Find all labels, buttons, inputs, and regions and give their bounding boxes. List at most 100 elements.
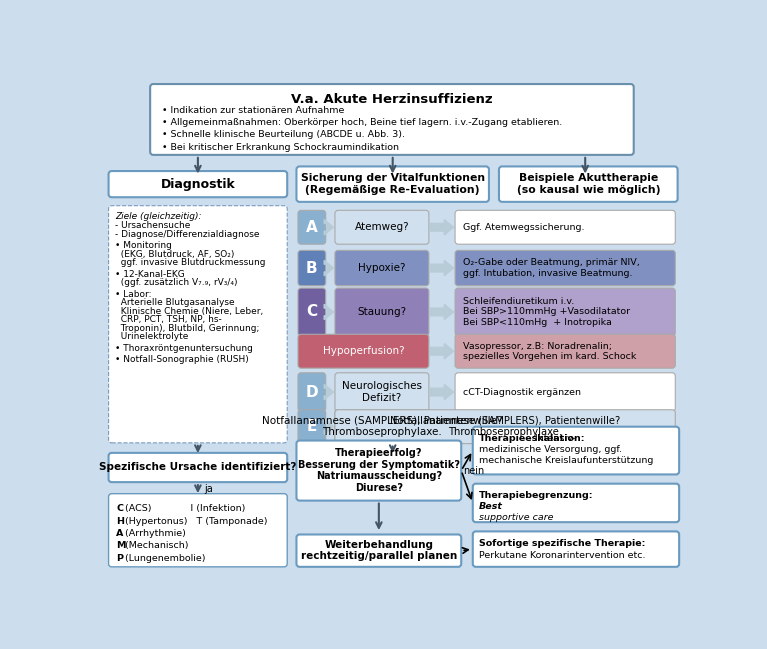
Text: nein: nein <box>463 465 484 476</box>
Text: - Ursachensuche: - Ursachensuche <box>115 221 190 230</box>
Text: Notfallanamnese (SAMPLERS), Patientenwille?
Thromboseprophylaxe.: Notfallanamnese (SAMPLERS), Patientenwil… <box>390 416 621 437</box>
Text: Neurologisches
Defizit?: Neurologisches Defizit? <box>342 381 422 403</box>
Text: • Allgemeinmaßnahmen: Oberkörper hoch, Beine tief lagern. i.v.-Zugang etablieren: • Allgemeinmaßnahmen: Oberkörper hoch, B… <box>163 118 563 127</box>
Text: • Thoraxröntgenuntersuchung: • Thoraxröntgenuntersuchung <box>115 343 252 352</box>
Text: Troponin), Blutbild, Gerinnung;: Troponin), Blutbild, Gerinnung; <box>115 323 259 332</box>
Text: A: A <box>117 529 123 538</box>
FancyBboxPatch shape <box>335 251 429 286</box>
FancyBboxPatch shape <box>109 171 287 197</box>
Text: Sofortige spezifische Therapie:: Sofortige spezifische Therapie: <box>479 539 645 548</box>
Polygon shape <box>430 260 453 276</box>
Text: • Labor:: • Labor: <box>115 289 151 299</box>
Text: Notfallanamnese (SAMPLERS), Patientenwille?
Thromboseprophylaxe.: Notfallanamnese (SAMPLERS), Patientenwil… <box>262 416 502 437</box>
Text: (ACS)             I (Infektion): (ACS) I (Infektion) <box>122 504 245 513</box>
FancyBboxPatch shape <box>298 410 326 444</box>
Text: Hypoxie?: Hypoxie? <box>358 263 406 273</box>
Text: Atemweg?: Atemweg? <box>354 222 410 232</box>
FancyBboxPatch shape <box>455 373 675 411</box>
Text: Spezifische Ursache identifiziert?: Spezifische Ursache identifiziert? <box>99 463 297 472</box>
FancyBboxPatch shape <box>335 288 429 336</box>
FancyBboxPatch shape <box>298 373 326 411</box>
FancyBboxPatch shape <box>298 288 326 336</box>
FancyBboxPatch shape <box>298 210 326 244</box>
Text: • Bei kritischer Erkrankung Schockraumindikation: • Bei kritischer Erkrankung Schockraumin… <box>163 143 400 152</box>
FancyBboxPatch shape <box>297 166 489 202</box>
FancyBboxPatch shape <box>109 206 287 443</box>
FancyBboxPatch shape <box>298 251 326 286</box>
Text: D: D <box>305 385 318 400</box>
Text: Therapieeskalation:: Therapieeskalation: <box>479 434 585 443</box>
Polygon shape <box>324 219 334 235</box>
FancyBboxPatch shape <box>335 210 429 244</box>
Text: Ziele (gleichzeitig):: Ziele (gleichzeitig): <box>115 212 201 221</box>
Polygon shape <box>430 384 453 400</box>
Text: Best: Best <box>479 502 503 511</box>
Polygon shape <box>324 304 334 320</box>
Text: E: E <box>307 419 317 434</box>
FancyBboxPatch shape <box>335 410 429 444</box>
Text: Vasopressor, z.B: Noradrenalin;
spezielles Vorgehen im kard. Schock: Vasopressor, z.B: Noradrenalin; speziell… <box>463 341 636 361</box>
FancyBboxPatch shape <box>335 373 429 411</box>
FancyBboxPatch shape <box>150 84 634 155</box>
Text: Weiterbehandlung
rechtzeitig/parallel planen: Weiterbehandlung rechtzeitig/parallel pl… <box>301 540 457 561</box>
Polygon shape <box>430 343 453 359</box>
Text: medizinische Versorgung, ggf.: medizinische Versorgung, ggf. <box>479 445 622 454</box>
Text: Diagnostik: Diagnostik <box>160 178 235 191</box>
Polygon shape <box>324 419 334 434</box>
FancyBboxPatch shape <box>297 535 461 567</box>
Text: Ggf. Atemwegssicherung.: Ggf. Atemwegssicherung. <box>463 223 584 232</box>
Text: • Notfall-Sonographie (RUSH): • Notfall-Sonographie (RUSH) <box>115 355 249 364</box>
Text: • 12-Kanal-EKG: • 12-Kanal-EKG <box>115 269 185 278</box>
Polygon shape <box>324 260 334 276</box>
FancyBboxPatch shape <box>298 334 429 368</box>
FancyBboxPatch shape <box>455 334 675 368</box>
FancyBboxPatch shape <box>472 484 679 522</box>
Text: Beispiele Akuttherapie
(so kausal wie möglich): Beispiele Akuttherapie (so kausal wie mö… <box>516 173 660 195</box>
Text: C: C <box>117 504 123 513</box>
FancyBboxPatch shape <box>455 251 675 286</box>
FancyBboxPatch shape <box>455 288 675 336</box>
Text: supportive care: supportive care <box>479 513 554 522</box>
Text: A: A <box>306 220 318 235</box>
Text: Sicherung der Vitalfunktionen
(Regemäßige Re-Evaluation): Sicherung der Vitalfunktionen (Regemäßig… <box>301 173 485 195</box>
FancyBboxPatch shape <box>472 426 679 474</box>
FancyBboxPatch shape <box>335 410 675 444</box>
Text: mechanische Kreislaufunterstützung: mechanische Kreislaufunterstützung <box>479 456 653 465</box>
Text: C: C <box>306 304 318 319</box>
Text: Therapieerfolg?
Besserung der Symptomatik?
Natriumausscheidung?
Diurese?: Therapieerfolg? Besserung der Symptomati… <box>298 448 460 493</box>
Text: (ggf. zusätzlich V₇.₉, rV₃/₄): (ggf. zusätzlich V₇.₉, rV₃/₄) <box>115 278 237 287</box>
Text: (Mechanisch): (Mechanisch) <box>122 541 188 550</box>
Text: (Arrhythmie): (Arrhythmie) <box>122 529 186 538</box>
Text: Intensiv-: Intensiv- <box>532 434 575 443</box>
Text: CRP, PCT, TSH, NP, hs-: CRP, PCT, TSH, NP, hs- <box>115 315 222 324</box>
Text: • Indikation zur stationären Aufnahme: • Indikation zur stationären Aufnahme <box>163 106 345 115</box>
Text: Arterielle Blutgasanalyse: Arterielle Blutgasanalyse <box>115 298 235 307</box>
Text: Schleifendiuretikum i.v.
Bei SBP>110mmHg +Vasodilatator
Bei SBP<110mHg  + Inotro: Schleifendiuretikum i.v. Bei SBP>110mmHg… <box>463 297 630 327</box>
Text: (Hypertonus)   T (Tamponade): (Hypertonus) T (Tamponade) <box>122 517 267 526</box>
Text: V.a. Akute Herzinsuffizienz: V.a. Akute Herzinsuffizienz <box>291 93 492 106</box>
Text: P: P <box>117 554 123 563</box>
Polygon shape <box>430 304 453 320</box>
Text: • Monitoring: • Monitoring <box>115 241 172 250</box>
Text: (EKG, Blutdruck, AF, SO₂): (EKG, Blutdruck, AF, SO₂) <box>115 250 234 258</box>
FancyBboxPatch shape <box>109 453 287 482</box>
Text: H: H <box>117 517 124 526</box>
FancyBboxPatch shape <box>499 166 677 202</box>
FancyBboxPatch shape <box>472 532 679 567</box>
Text: ggf. invasive Blutdruckmessung: ggf. invasive Blutdruckmessung <box>115 258 265 267</box>
FancyBboxPatch shape <box>455 210 675 244</box>
Text: M: M <box>117 541 126 550</box>
Text: O₂-Gabe oder Beatmung, primär NIV,
ggf. Intubation, invasive Beatmung.: O₂-Gabe oder Beatmung, primär NIV, ggf. … <box>463 258 640 278</box>
Polygon shape <box>324 384 334 400</box>
Text: cCT-Diagnostik ergänzen: cCT-Diagnostik ergänzen <box>463 387 581 397</box>
Text: Therapiebegrenzung:: Therapiebegrenzung: <box>479 491 594 500</box>
FancyBboxPatch shape <box>109 494 287 567</box>
Text: (Lungenembolie): (Lungenembolie) <box>122 554 205 563</box>
Text: Klinische Chemie (Niere, Leber,: Klinische Chemie (Niere, Leber, <box>115 306 263 315</box>
Polygon shape <box>430 219 453 235</box>
FancyBboxPatch shape <box>297 441 461 500</box>
Text: Hypoperfusion?: Hypoperfusion? <box>323 346 404 356</box>
Text: • Schnelle klinische Beurteilung (ABCDE u. Abb. 3).: • Schnelle klinische Beurteilung (ABCDE … <box>163 130 406 140</box>
Text: ja: ja <box>204 484 212 494</box>
Text: Stauung?: Stauung? <box>357 307 407 317</box>
